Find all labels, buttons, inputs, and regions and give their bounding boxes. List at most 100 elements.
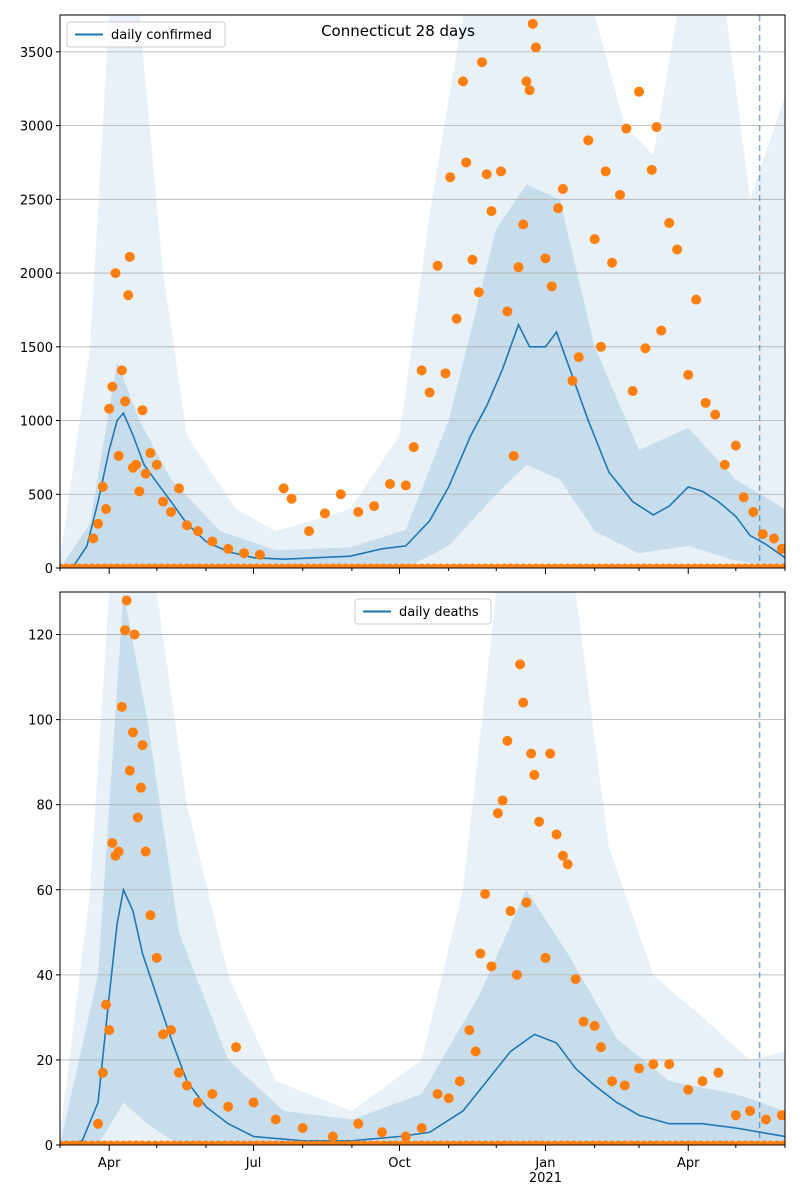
legend-label: daily deaths (399, 605, 479, 620)
data-point (145, 910, 156, 921)
data-point (113, 450, 124, 461)
data-point (377, 1127, 388, 1138)
data-point (760, 1114, 771, 1125)
data-point (297, 1122, 308, 1133)
uncertainty-band-inner (60, 184, 785, 568)
data-point (129, 629, 140, 640)
data-point (497, 795, 508, 806)
data-point (513, 262, 524, 273)
data-point (496, 166, 507, 177)
data-point (691, 294, 702, 305)
data-point (193, 526, 204, 537)
data-point (526, 748, 537, 759)
data-point (93, 1118, 104, 1129)
data-point (454, 1076, 465, 1087)
data-point (286, 493, 297, 504)
data-point (595, 341, 606, 352)
data-point (505, 906, 516, 917)
data-point (443, 1093, 454, 1104)
data-point (408, 442, 419, 453)
data-point (110, 268, 121, 279)
legend-box (66, 21, 226, 48)
data-point (567, 375, 578, 386)
legend-label: daily confirmed (111, 28, 212, 43)
y-tick-label: 3500 (20, 46, 53, 61)
y-tick-label: 500 (28, 488, 53, 503)
data-point (181, 520, 192, 531)
data-point (207, 1088, 218, 1099)
data-point (353, 1118, 364, 1129)
data-point (151, 952, 162, 963)
data-point (120, 625, 131, 636)
y-tick-label: 80 (36, 799, 53, 814)
data-point (518, 219, 529, 230)
data-point (570, 974, 581, 985)
data-point (502, 306, 513, 317)
x-tick-label: Jan (534, 1156, 555, 1171)
data-point (319, 508, 330, 519)
legend-box (354, 598, 492, 625)
x-tick-label: Apr (98, 1156, 121, 1171)
uncertainty-band-outer (60, 15, 785, 568)
data-point (545, 748, 556, 759)
data-point (583, 135, 594, 146)
data-point (600, 166, 611, 177)
data-point (120, 396, 131, 407)
y-tick-label: 0 (45, 562, 53, 577)
data-point (518, 697, 529, 708)
data-point (101, 504, 112, 515)
data-point (124, 251, 135, 262)
data-point (524, 85, 535, 96)
data-point (621, 123, 632, 134)
data-point (353, 506, 364, 517)
data-point (451, 313, 462, 324)
data-point (254, 549, 265, 560)
y-tick-label: 40 (36, 969, 53, 984)
data-point (131, 459, 142, 470)
y-tick-label: 20 (36, 1054, 53, 1069)
y-tick-label: 100 (28, 714, 53, 729)
data-point (768, 533, 779, 544)
data-point (651, 122, 662, 133)
y-tick-label: 3000 (20, 120, 53, 135)
data-point (589, 234, 600, 245)
data-point (562, 859, 573, 870)
data-point (335, 489, 346, 500)
data-point (475, 948, 486, 959)
data-point (480, 889, 491, 900)
data-point (132, 812, 143, 823)
data-point (158, 1029, 169, 1040)
data-point (697, 1076, 708, 1087)
axes-frame (59, 591, 786, 1146)
confirmed-panel: 0 500 1000 1500 2000 2500 3000 3500 daily confir… (20, 14, 786, 577)
data-point (521, 897, 532, 908)
data-point (529, 769, 540, 780)
plot-area (60, 15, 785, 568)
data-point (97, 481, 108, 492)
data-point (481, 169, 492, 180)
data-point (540, 253, 551, 264)
x-tick-label: Oct (388, 1156, 410, 1171)
y-tick-label: 2500 (20, 193, 53, 208)
data-point (627, 386, 638, 397)
data-point (546, 281, 557, 292)
data-point (640, 343, 651, 354)
uncertainty-band-inner (60, 592, 785, 1145)
data-point (151, 459, 162, 470)
data-point (646, 164, 657, 175)
data-point (116, 701, 127, 712)
data-point (473, 287, 484, 298)
data-point (527, 18, 538, 29)
data-point (573, 352, 584, 363)
data-point (664, 217, 675, 228)
data-point (107, 381, 118, 392)
data-point (476, 57, 487, 68)
data-point (515, 659, 526, 670)
data-point (416, 365, 427, 376)
data-point (615, 189, 626, 200)
y-tick-label: 0 (45, 1139, 53, 1154)
x-tick-label: Apr (677, 1156, 700, 1171)
data-point (93, 518, 104, 529)
data-point (231, 1042, 242, 1053)
